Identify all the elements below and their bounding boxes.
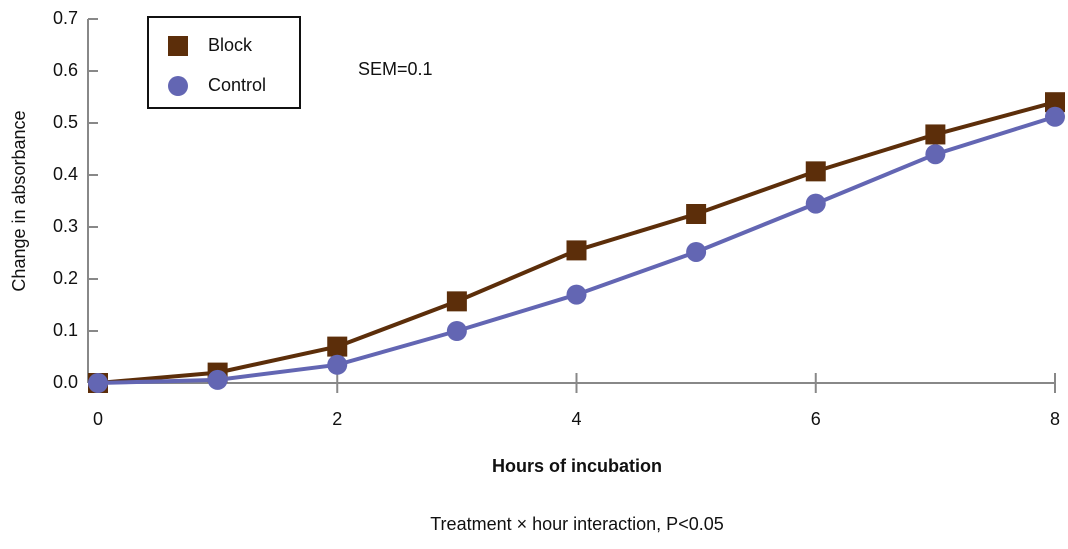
marker (446, 291, 467, 312)
marker (686, 241, 707, 262)
marker (925, 124, 946, 145)
marker (446, 321, 467, 341)
y-tick-label: 0.0 (53, 372, 78, 392)
x-tick-label: 8 (1050, 409, 1060, 429)
y-axis-label: Change in absorbance (9, 110, 29, 291)
y-tick-label: 0.7 (53, 8, 78, 28)
marker (88, 373, 108, 393)
x-tick-label: 4 (571, 409, 581, 429)
annotation: SEM=0.1 (358, 59, 433, 79)
legend-label: Block (208, 35, 253, 55)
marker (566, 240, 587, 261)
marker (207, 369, 228, 390)
y-tick-label: 0.5 (53, 112, 78, 132)
legend-box (147, 16, 301, 109)
marker (1045, 106, 1065, 127)
y-tick-label: 0.2 (53, 268, 78, 288)
marker (805, 161, 826, 182)
legend-label: Control (208, 75, 266, 95)
marker (327, 354, 348, 375)
x-tick-label: 2 (332, 409, 342, 429)
x-tick-label: 6 (811, 409, 821, 429)
marker (566, 284, 587, 305)
legend-marker (168, 76, 188, 96)
marker (686, 204, 707, 224)
marker (327, 336, 348, 357)
y-tick-label: 0.3 (53, 216, 78, 236)
annotation: Treatment × hour interaction, P<0.05 (430, 514, 724, 534)
y-tick-label: 0.1 (53, 320, 78, 340)
x-axis-label: Hours of incubation (492, 456, 662, 476)
legend-marker (168, 36, 188, 56)
x-tick-label: 0 (93, 409, 103, 429)
marker (1045, 92, 1065, 113)
marker (925, 144, 946, 165)
y-tick-label: 0.6 (53, 60, 78, 80)
y-tick-label: 0.4 (53, 164, 78, 184)
marker (805, 193, 826, 214)
